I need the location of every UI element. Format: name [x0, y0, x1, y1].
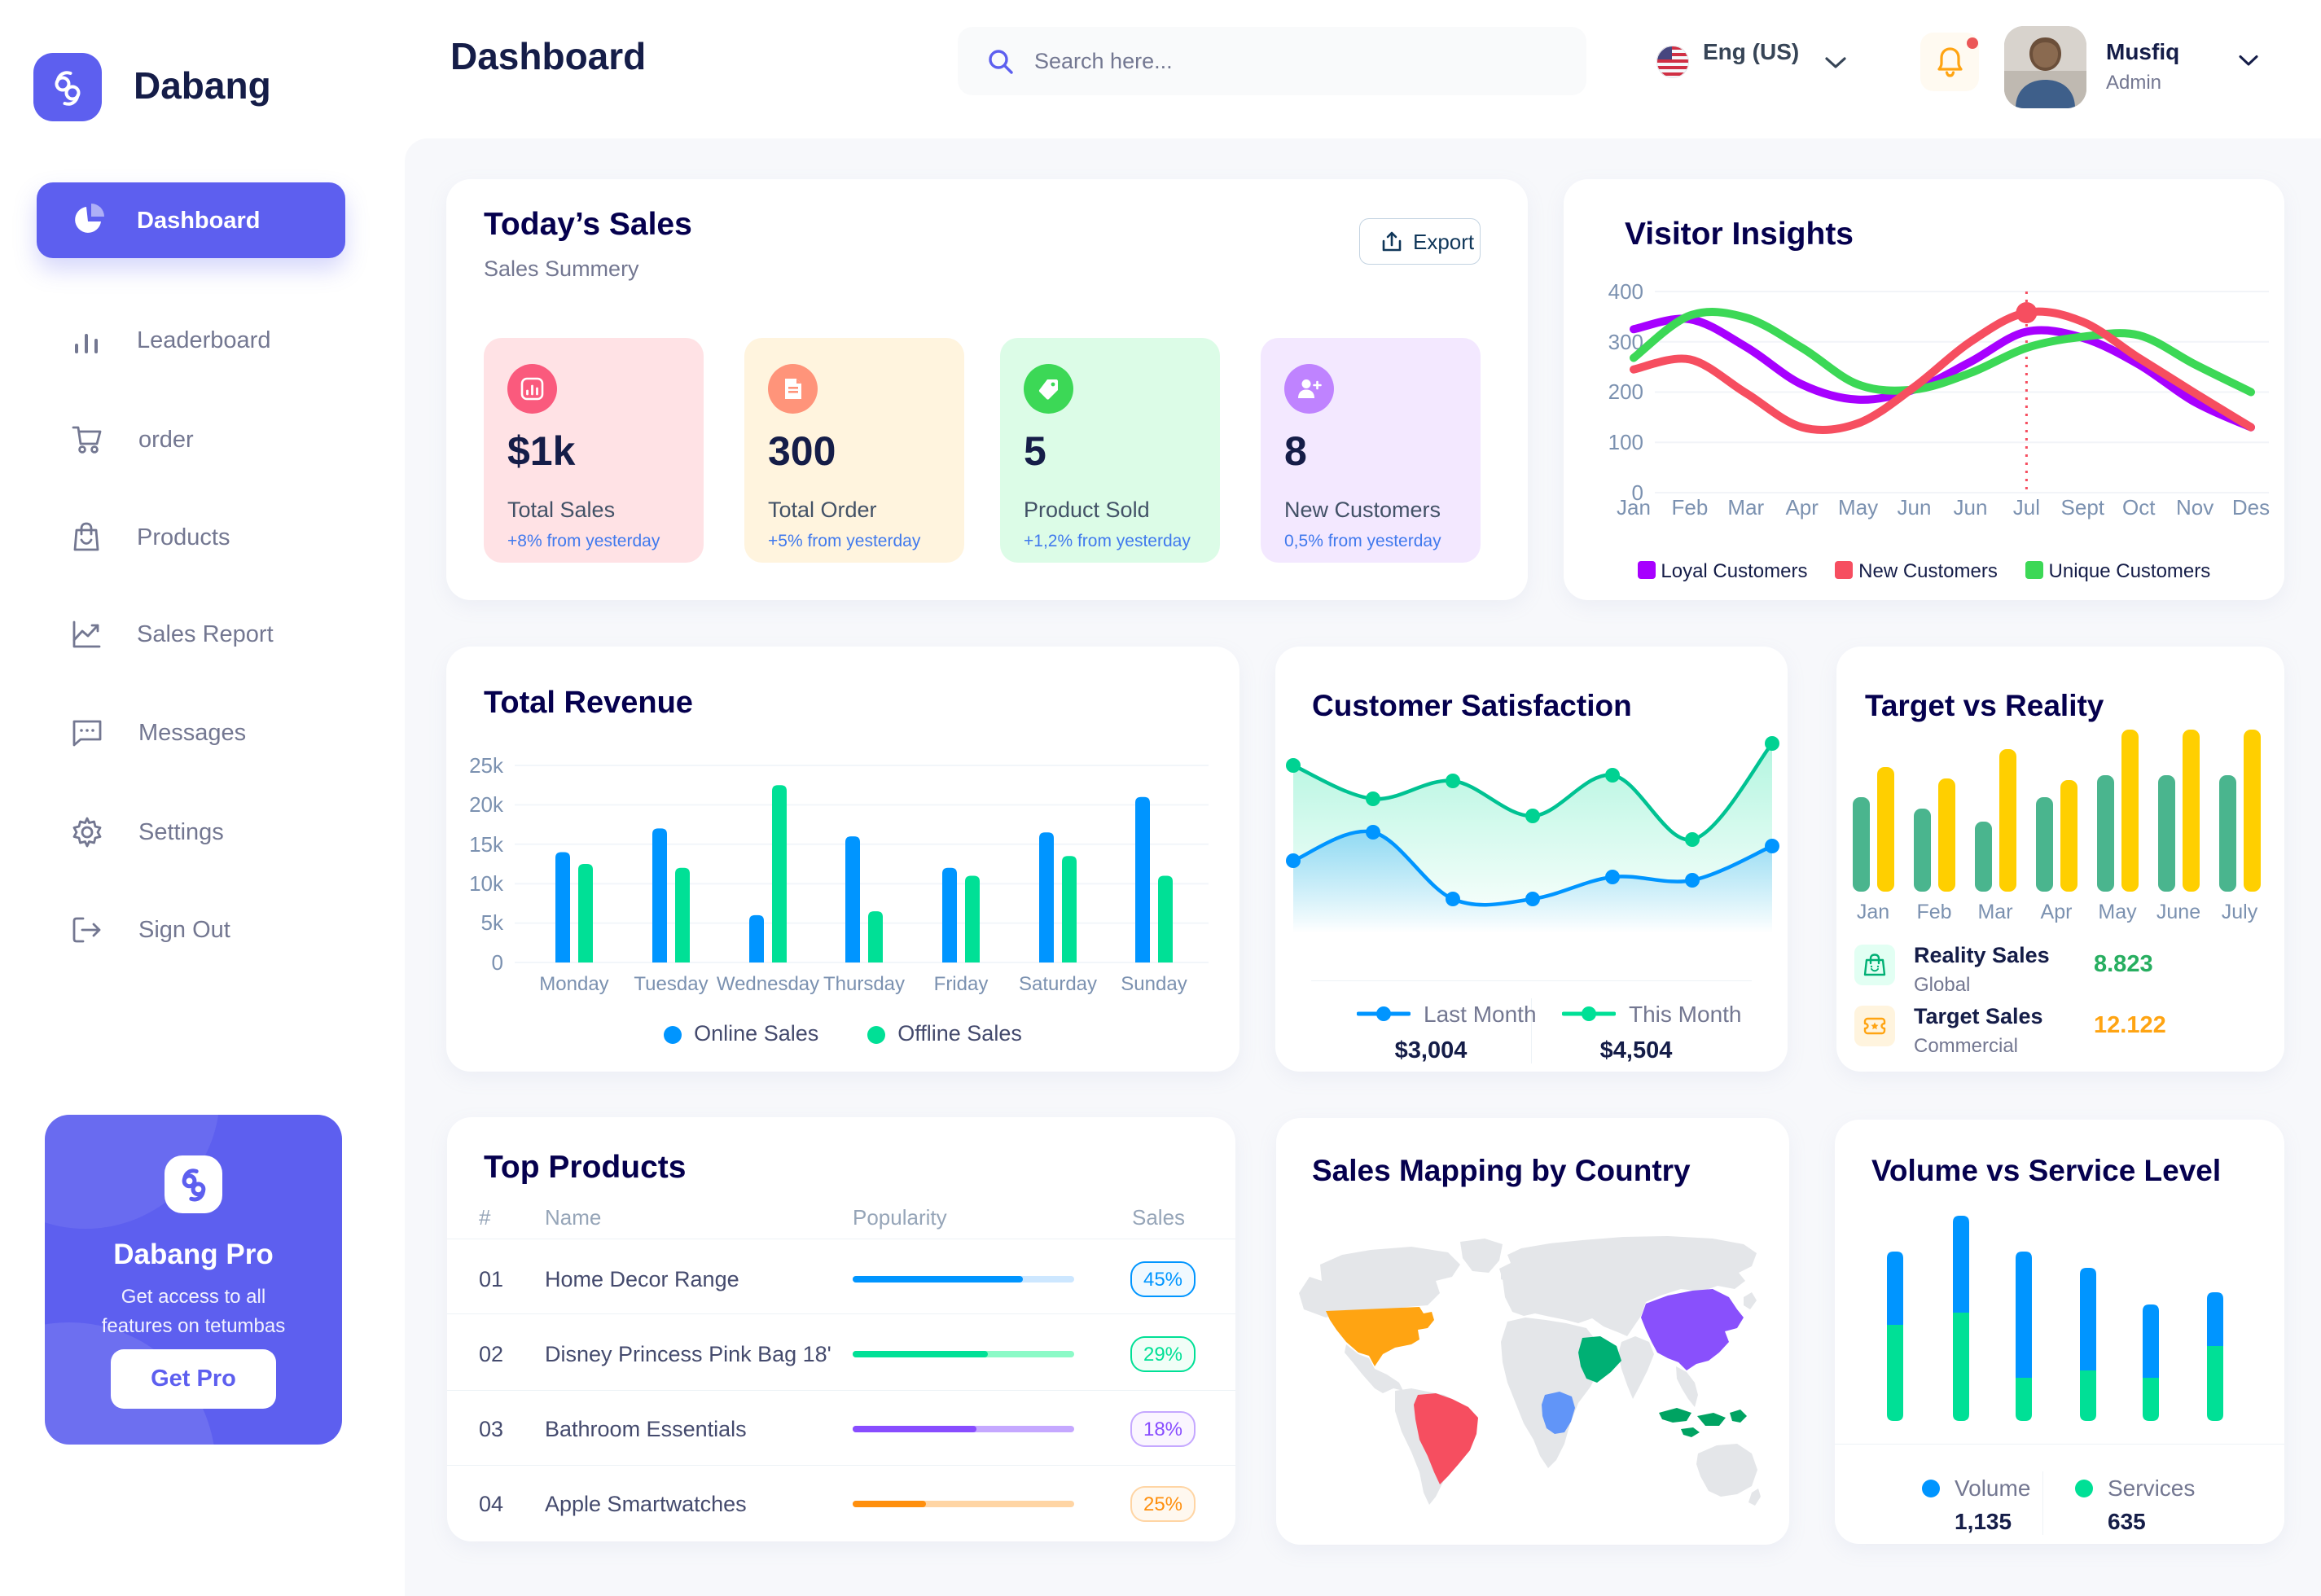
svg-text:Sunday: Sunday [1121, 973, 1187, 995]
svg-text:June: June [2156, 901, 2200, 923]
svg-text:Friday: Friday [934, 973, 989, 995]
svg-text:Feb: Feb [1671, 495, 1708, 520]
svg-text:Des: Des [2232, 495, 2270, 520]
svg-text:5k: 5k [481, 910, 504, 935]
svg-text:20k: 20k [469, 792, 504, 817]
svg-text:May: May [2098, 901, 2137, 923]
svg-text:15k: 15k [469, 832, 504, 857]
svg-text:Mar: Mar [1727, 495, 1764, 520]
svg-text:0: 0 [1632, 480, 1643, 505]
svg-text:Oct: Oct [2122, 495, 2156, 520]
svg-text:Jul: Jul [2013, 495, 2040, 520]
svg-text:100: 100 [1608, 430, 1643, 454]
svg-text:Mar: Mar [1977, 901, 2012, 923]
svg-text:Wednesday: Wednesday [717, 973, 819, 995]
svg-text:July: July [2222, 901, 2258, 923]
svg-text:Jan: Jan [1857, 901, 1889, 923]
svg-text:Apr: Apr [2041, 901, 2073, 923]
svg-text:Jan: Jan [1617, 495, 1651, 520]
svg-text:Nov: Nov [2176, 495, 2214, 520]
svg-text:Jun: Jun [1898, 495, 1932, 520]
svg-text:Jun: Jun [1954, 495, 1988, 520]
svg-text:Apr: Apr [1785, 495, 1819, 520]
svg-text:May: May [1838, 495, 1878, 520]
svg-text:0: 0 [492, 950, 503, 975]
svg-text:Monday: Monday [539, 973, 608, 995]
svg-text:400: 400 [1608, 279, 1643, 304]
svg-text:Sept: Sept [2061, 495, 2105, 520]
svg-text:Tuesday: Tuesday [634, 973, 708, 995]
svg-text:200: 200 [1608, 379, 1643, 404]
svg-text:Saturday: Saturday [1019, 973, 1097, 995]
svg-text:Feb: Feb [1916, 901, 1951, 923]
svg-text:Thursday: Thursday [823, 973, 905, 995]
svg-text:10k: 10k [469, 871, 504, 896]
svg-text:25k: 25k [469, 753, 504, 778]
